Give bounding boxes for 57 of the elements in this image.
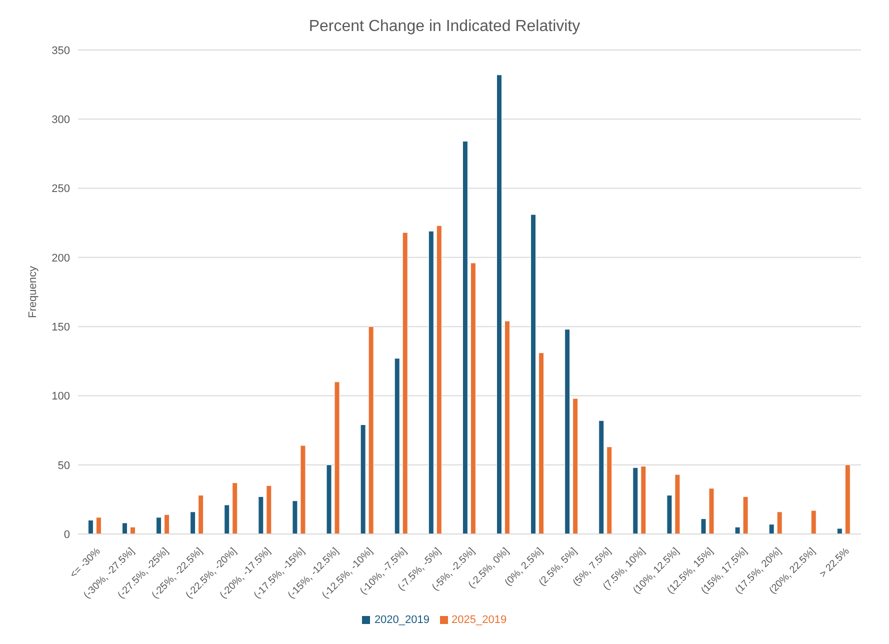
bar bbox=[734, 526, 740, 534]
bar bbox=[334, 382, 340, 534]
bar bbox=[564, 329, 570, 534]
bar bbox=[776, 512, 782, 534]
bar bbox=[538, 352, 544, 534]
bar bbox=[224, 504, 230, 534]
bar bbox=[742, 496, 748, 534]
y-tick-label: 50 bbox=[58, 460, 70, 472]
bar bbox=[640, 466, 646, 534]
y-tick-label: 0 bbox=[64, 528, 70, 541]
bar bbox=[266, 485, 272, 534]
y-tick-label: 200 bbox=[52, 252, 70, 264]
bar bbox=[198, 495, 204, 534]
bar bbox=[232, 482, 238, 534]
bar bbox=[496, 74, 502, 534]
bar bbox=[130, 526, 136, 534]
bar bbox=[258, 496, 264, 534]
bar bbox=[122, 522, 128, 534]
y-tick-label: 150 bbox=[52, 321, 70, 334]
bar bbox=[606, 446, 612, 534]
bar bbox=[844, 464, 850, 534]
bar bbox=[300, 445, 306, 534]
bar bbox=[292, 500, 298, 534]
y-tick-label: 300 bbox=[52, 114, 70, 126]
legend-label: 2020_2019 bbox=[374, 614, 430, 626]
y-axis-title: Frequency bbox=[26, 266, 39, 318]
legend-label: 2025_2019 bbox=[452, 614, 507, 626]
bar bbox=[530, 214, 536, 534]
bar bbox=[402, 232, 408, 534]
bar bbox=[156, 517, 162, 534]
bar bbox=[666, 495, 672, 534]
bar bbox=[96, 517, 102, 534]
bar bbox=[836, 528, 842, 534]
bar bbox=[394, 358, 400, 534]
bar bbox=[810, 510, 816, 534]
bar bbox=[436, 225, 442, 534]
bar bbox=[360, 424, 366, 534]
bar bbox=[462, 141, 468, 534]
bar bbox=[326, 464, 332, 534]
bar bbox=[674, 474, 680, 534]
bar bbox=[190, 512, 196, 534]
bar bbox=[768, 524, 774, 534]
y-tick-label: 350 bbox=[52, 44, 70, 57]
bar bbox=[504, 320, 510, 534]
bar bbox=[708, 488, 714, 534]
bar bbox=[632, 467, 638, 534]
y-tick-label: 250 bbox=[52, 183, 70, 196]
bar bbox=[164, 514, 170, 534]
bar bbox=[572, 398, 578, 534]
y-tick-label: 100 bbox=[52, 390, 70, 403]
bar bbox=[598, 420, 604, 534]
bar bbox=[368, 326, 374, 534]
chart-title: Percent Change in Indicated Relativity bbox=[308, 17, 582, 37]
bar bbox=[700, 518, 706, 534]
bar bbox=[470, 262, 476, 534]
bar bbox=[428, 230, 434, 534]
bar bbox=[88, 520, 94, 534]
